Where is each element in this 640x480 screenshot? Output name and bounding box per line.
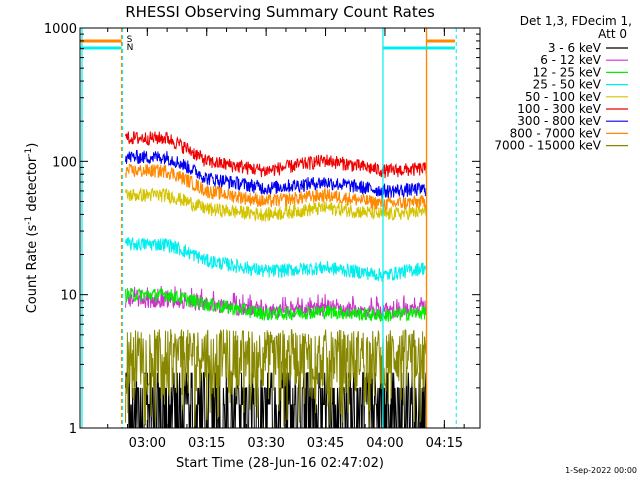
x-tick-label: 03:45 [307, 436, 344, 451]
legend-entry-label: 800 - 7000 keV [510, 126, 602, 140]
x-tick-label: 03:30 [247, 436, 284, 451]
legend-entry-label: 3 - 6 keV [548, 41, 602, 55]
series-line [125, 372, 427, 429]
series-line [125, 131, 427, 179]
y-axis-label-part: ) [25, 143, 40, 148]
legend-entry-label: 50 - 100 keV [525, 90, 602, 104]
series-line [125, 186, 427, 222]
x-tick-label: 03:15 [188, 436, 225, 451]
y-tick-label: 1 [69, 422, 77, 437]
plot-frame [79, 27, 481, 429]
series-line [125, 150, 427, 199]
series-line [125, 287, 427, 322]
legend-entry-label: 12 - 25 keV [533, 65, 602, 79]
legend-header-line: Att 0 [598, 27, 627, 41]
legend-header-line: Det 1,3, FDecim 1, [520, 14, 632, 28]
y-axis-label: Count Rate (s-1 detector-1) [24, 143, 40, 314]
x-tick-label: 04:15 [426, 436, 463, 451]
legend-entry-label: 100 - 300 keV [517, 102, 601, 116]
y-axis-label-sup: -1 [24, 148, 34, 157]
y-tick-label: 100 [52, 155, 77, 170]
y-axis-label-part: Count Rate (s [25, 225, 40, 314]
chart-title: RHESSI Observing Summary Count Rates [125, 3, 435, 21]
x-axis-label: Start Time (28-Jun-16 02:47:02) [176, 456, 384, 471]
y-tick-label: 1000 [44, 22, 77, 37]
legend-entry-label: 6 - 12 keV [540, 53, 602, 67]
axes-layer: 1 10 100 1000 03:00 03:15 03:30 03:45 04:00 04:15 [44, 22, 481, 451]
legend-entry-label: 300 - 800 keV [517, 114, 601, 128]
y-axis-label-sup: -1 [24, 216, 34, 225]
plot-layer: SN [80, 28, 457, 429]
x-tick-label: 04:00 [366, 436, 403, 451]
y-tick-label: 10 [60, 289, 77, 304]
series-line [125, 237, 427, 282]
annotation-label: N [127, 43, 134, 53]
y-axis-label-part: detector [25, 156, 40, 216]
legend-entry-label: 25 - 50 keV [533, 78, 602, 92]
footer-date: 1-Sep-2022 00:00 [565, 466, 637, 475]
x-tick-label: 03:00 [129, 436, 166, 451]
series-line [125, 163, 427, 212]
legend-entry-label: 7000 - 15000 keV [494, 139, 601, 153]
annotation-label: S [127, 35, 133, 45]
series-line [125, 328, 427, 428]
